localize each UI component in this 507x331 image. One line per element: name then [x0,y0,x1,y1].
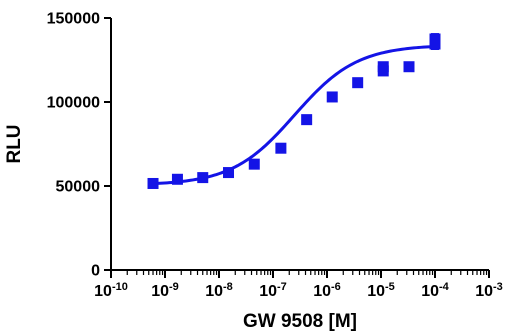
data-point [326,91,338,103]
y-axis-ticks: 0 50000 100000 150000 [47,11,111,280]
x-tick-label: 10-3 [475,281,503,300]
data-point [223,167,235,179]
data-point [171,173,183,185]
data-point [429,33,441,45]
y-tick-label: 0 [91,263,100,280]
y-tick-label: 50000 [56,179,101,196]
data-point [352,77,364,89]
axes [110,18,489,271]
x-tick-label: 10-6 [313,281,341,300]
y-axis-title: RLU [4,124,25,163]
x-tick-label: 10-4 [421,281,449,300]
data-point [147,177,159,189]
data-point [197,172,209,184]
x-tick-label: 10-7 [259,281,287,300]
data-point [377,61,389,73]
x-tick-label: 10-5 [367,281,395,300]
data-points [147,33,441,189]
x-tick-label: 10-8 [205,281,233,300]
data-point [248,158,260,170]
x-tick-label: 10-10 [94,281,128,300]
y-tick-label: 150000 [47,11,100,28]
x-tick-label: 10-9 [151,281,179,300]
fit-curve [152,44,436,186]
data-point [301,114,313,126]
x-axis-title: GW 9508 [M] [243,311,357,331]
x-axis-minor-ticks [126,270,488,275]
x-axis-ticks: 10-10 10-9 10-8 10-7 10-6 10-5 10-4 10-3 [94,270,503,300]
data-point [403,61,415,73]
y-tick-label: 100000 [47,95,100,112]
data-point [275,142,287,154]
